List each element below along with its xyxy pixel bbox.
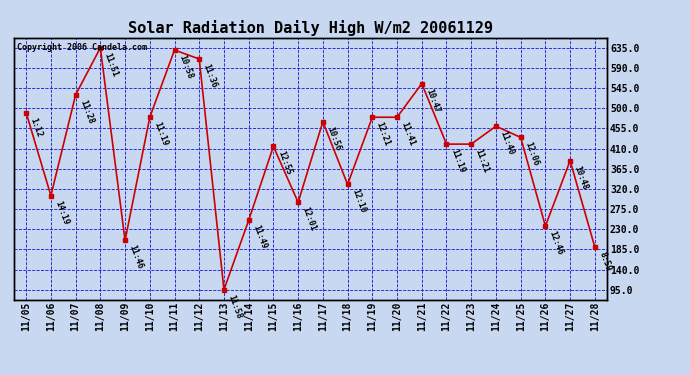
Text: 12:01: 12:01 (301, 206, 317, 232)
Text: 10:47: 10:47 (424, 87, 441, 114)
Text: 12:06: 12:06 (523, 141, 540, 168)
Text: 10:48: 10:48 (573, 164, 589, 191)
Text: 1:12: 1:12 (29, 116, 44, 138)
Text: 11:28: 11:28 (78, 98, 95, 125)
Text: 11:49: 11:49 (251, 224, 268, 251)
Title: Solar Radiation Daily High W/m2 20061129: Solar Radiation Daily High W/m2 20061129 (128, 20, 493, 36)
Text: 11:21: 11:21 (474, 148, 491, 174)
Text: 11:46: 11:46 (128, 244, 144, 271)
Text: 12:21: 12:21 (375, 121, 392, 147)
Text: 8:59: 8:59 (598, 251, 613, 273)
Text: 10:58: 10:58 (177, 54, 194, 80)
Text: 14:19: 14:19 (53, 199, 70, 226)
Text: 11:58: 11:58 (226, 293, 244, 320)
Text: 12:55: 12:55 (276, 150, 293, 177)
Text: Copyright 2006 Candela.com: Copyright 2006 Candela.com (17, 43, 147, 52)
Text: 11:19: 11:19 (449, 148, 466, 174)
Text: 11:51: 11:51 (103, 51, 120, 78)
Text: 12:46: 12:46 (548, 230, 565, 256)
Text: 11:41: 11:41 (400, 121, 417, 147)
Text: 12:10: 12:10 (350, 188, 367, 214)
Text: 10:56: 10:56 (326, 125, 342, 152)
Text: 11:36: 11:36 (201, 63, 219, 89)
Text: 11:19: 11:19 (152, 121, 169, 147)
Text: 11:40: 11:40 (498, 130, 515, 156)
